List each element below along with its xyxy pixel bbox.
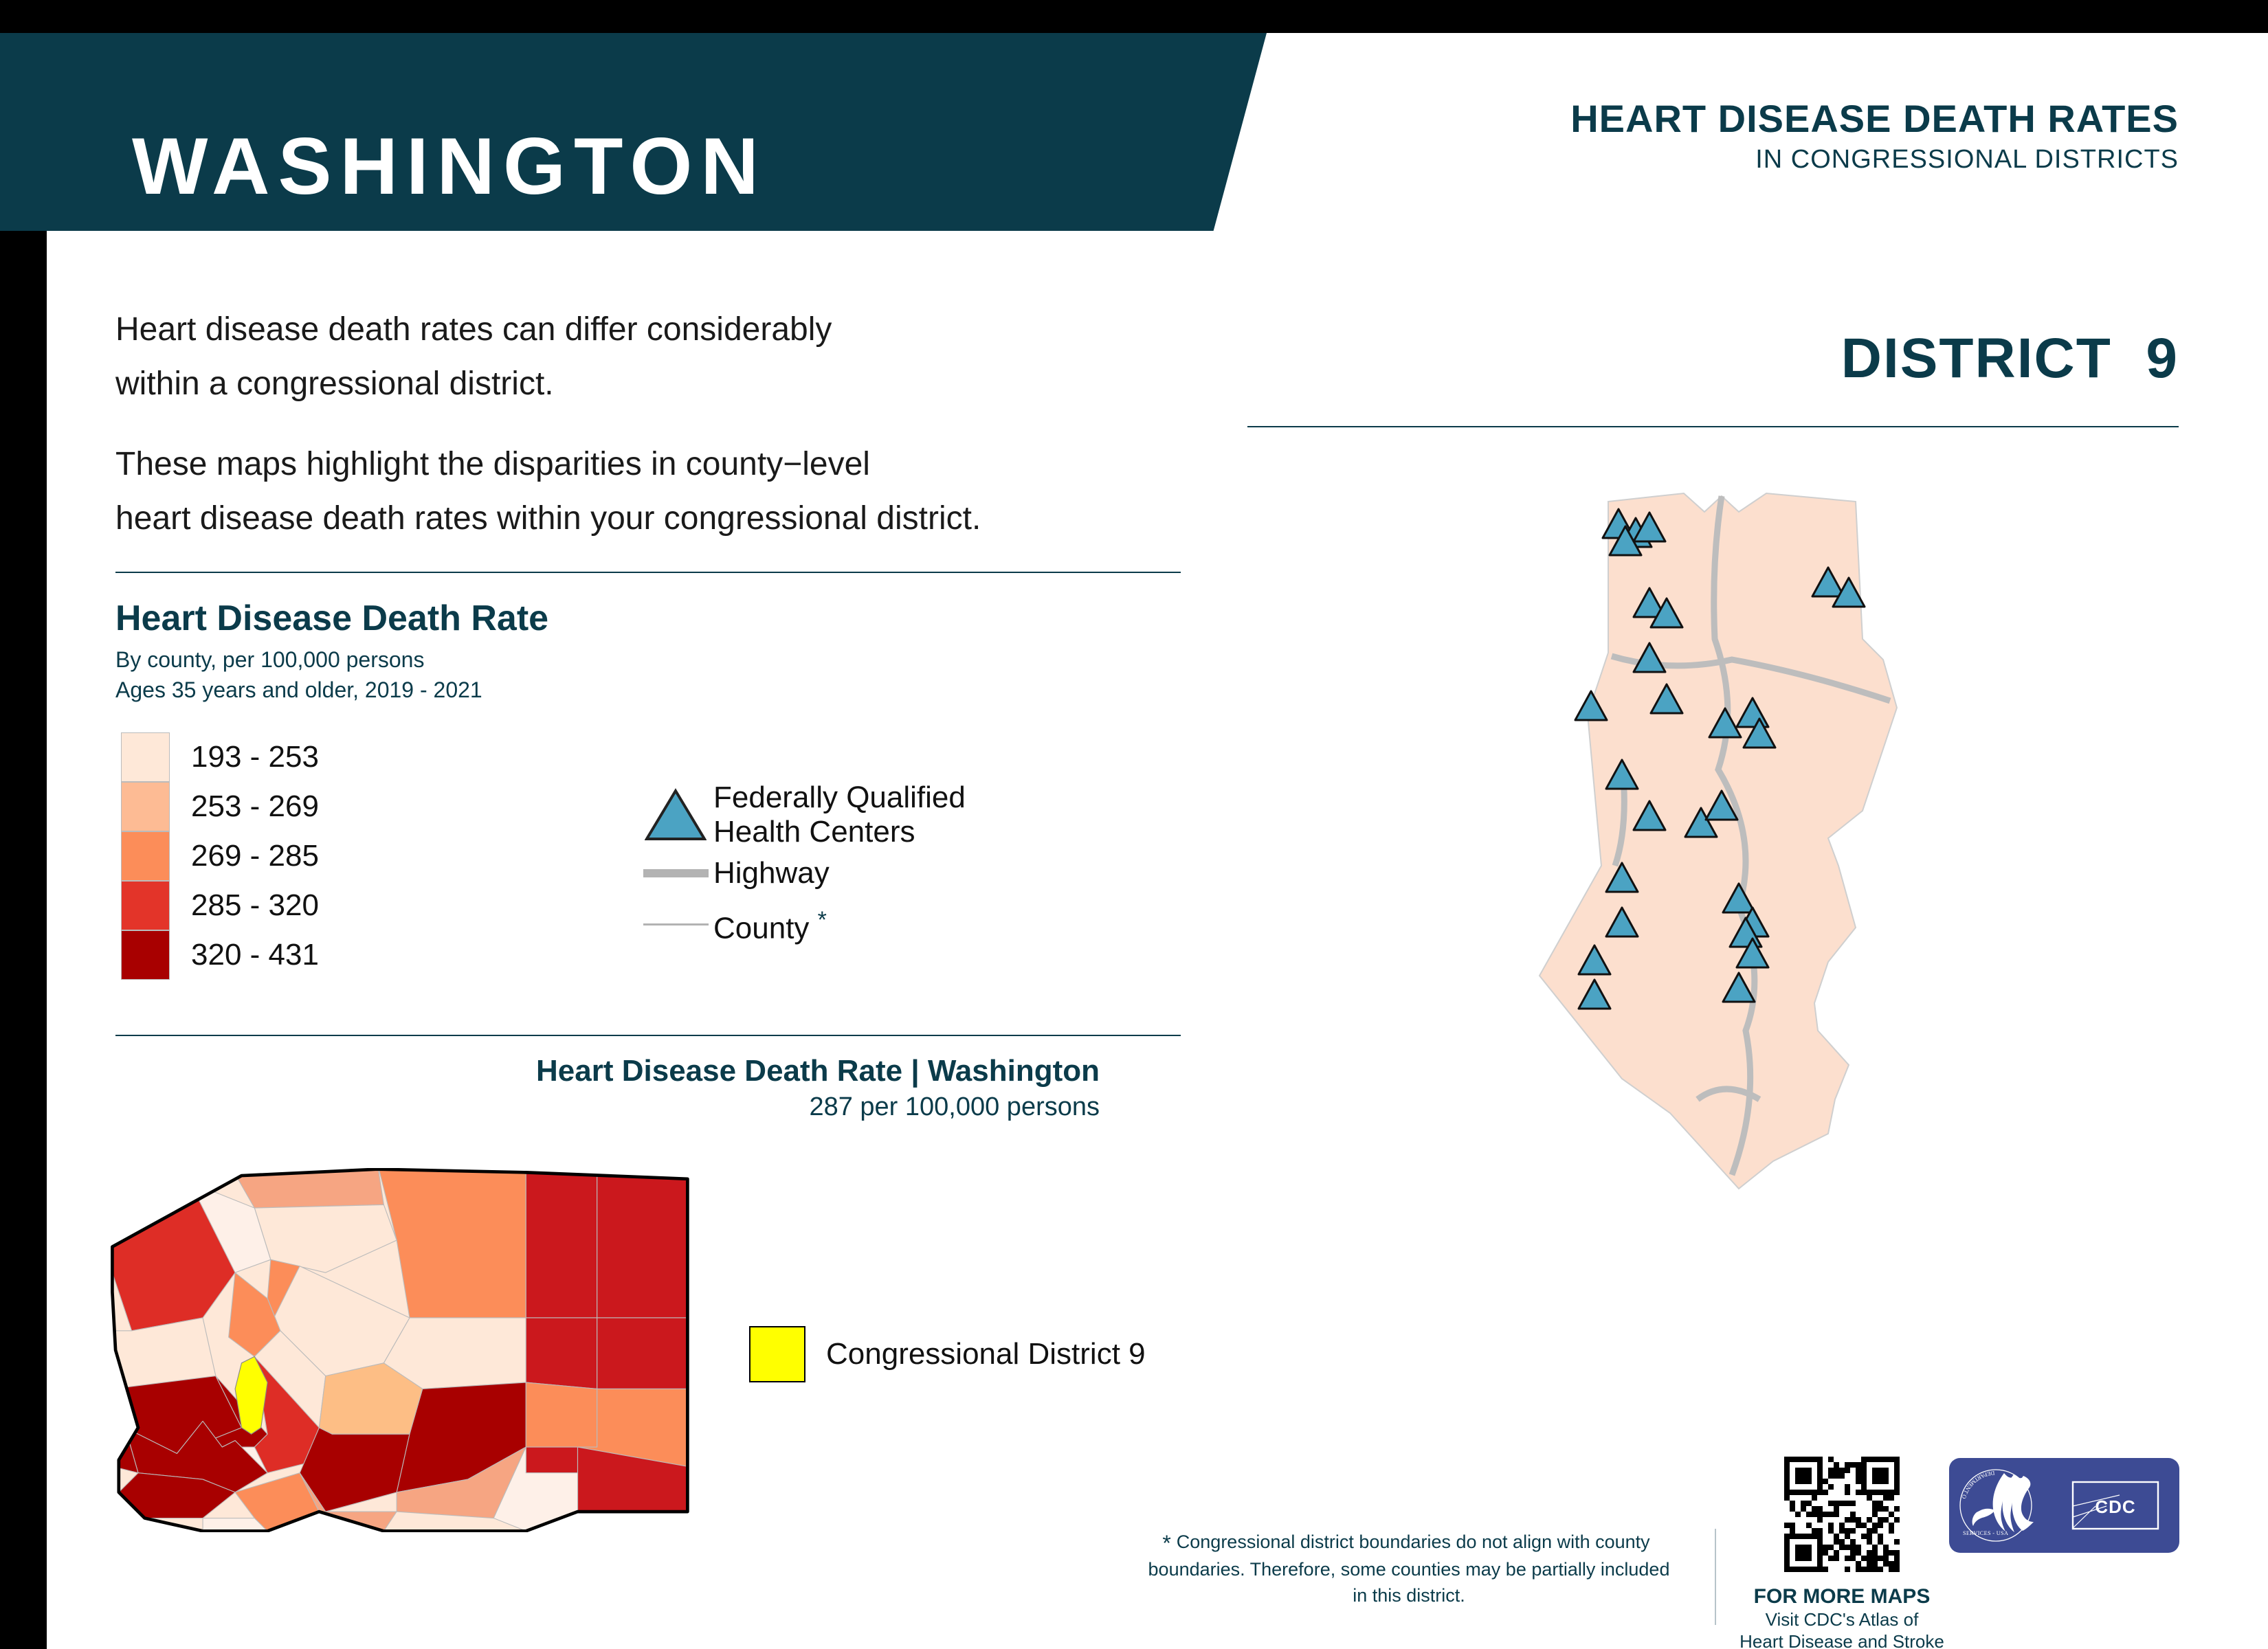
svg-text:CDC: CDC bbox=[2095, 1496, 2135, 1517]
svg-text:SERVICES - USA: SERVICES - USA bbox=[1963, 1530, 2008, 1536]
